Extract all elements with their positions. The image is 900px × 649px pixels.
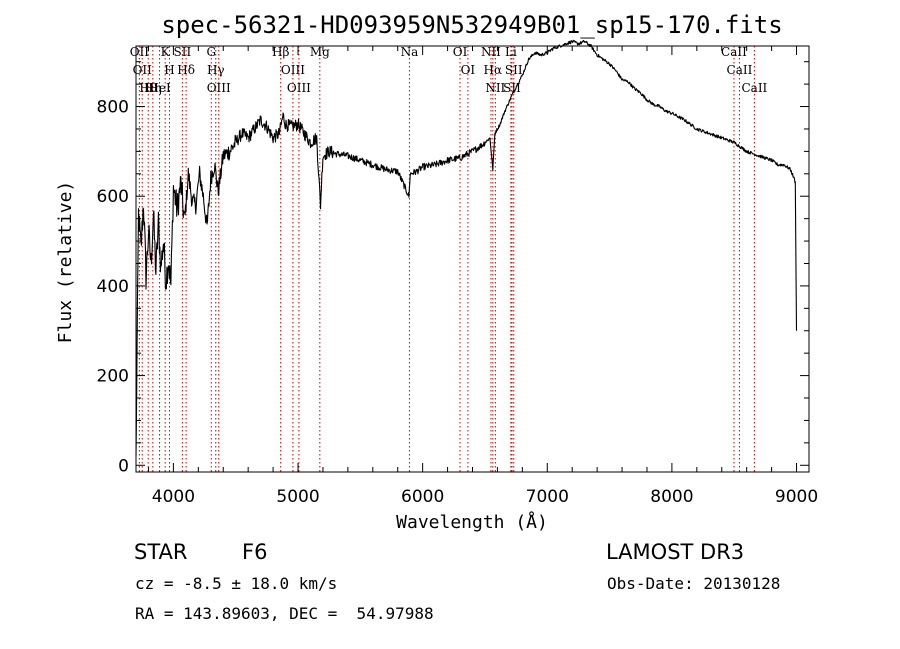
line-label: OI (461, 63, 476, 77)
object-class: STAR (134, 540, 188, 564)
y-tick-label: 400 (97, 277, 129, 297)
spectrum-line (135, 39, 798, 457)
x-axis-label: Wavelength (Å) (396, 511, 548, 533)
line-label: OII (133, 63, 153, 77)
line-label: K (161, 45, 171, 59)
line-label: Na (401, 45, 419, 59)
y-tick-label: 0 (118, 456, 129, 476)
line-label: Li (505, 45, 517, 59)
line-label: Mg (310, 45, 330, 59)
line-label: Hβ (272, 45, 289, 59)
line-label: CaII (721, 45, 747, 59)
y-tick-label: 800 (97, 98, 129, 118)
line-label: G (206, 45, 216, 59)
x-tick-label: 6000 (401, 487, 444, 507)
line-label: HeI (148, 81, 171, 95)
line-label: Hθ (139, 81, 157, 95)
line-label: NII (485, 81, 505, 95)
line-label: OIII (207, 81, 231, 95)
line-label: OIII (281, 63, 305, 77)
y-tick-label: 600 (97, 187, 129, 207)
y-axis-label: Flux (relative) (55, 181, 76, 344)
line-label: SII (174, 45, 192, 59)
line-label: Hγ (207, 63, 225, 77)
y-tick-label: 200 (97, 367, 129, 387)
x-tick-label: 7000 (526, 487, 569, 507)
redshift-text: cz = -8.5 ± 18.0 km/s (135, 574, 338, 593)
axis-ticks: 4000 5000 6000 7000 8000 9000 0 200 400 600 800 (97, 46, 818, 507)
x-tick-label: 9000 (775, 487, 818, 507)
line-label: OI (453, 45, 468, 59)
plot-frame (135, 45, 810, 473)
spectrum-chart: spec-56321-HD093959N532949B01_sp15-170.f… (55, 11, 818, 533)
x-tick-label: 5000 (276, 487, 319, 507)
x-tick-label: 4000 (152, 487, 195, 507)
spectrum-series (135, 39, 798, 457)
line-label: Hα (484, 63, 503, 77)
line-label: OII (130, 45, 150, 59)
object-subclass: F6 (242, 540, 268, 564)
line-label: Hη (144, 81, 162, 95)
line-label: SII (503, 81, 521, 95)
line-label: NII (481, 45, 501, 59)
x-tick-label: 8000 (650, 487, 693, 507)
obs-date-text: Obs-Date: 20130128 (607, 574, 781, 593)
chart-title: spec-56321-HD093959N532949B01_sp15-170.f… (161, 11, 782, 39)
line-label: CaII (741, 81, 767, 95)
line-label: H (164, 63, 174, 77)
line-label: Hδ (177, 63, 195, 77)
line-label: OIII (287, 81, 311, 95)
coordinates-text: RA = 143.89603, DEC = 54.97988 (135, 604, 434, 623)
line-label: SII (505, 63, 523, 77)
survey-name: LAMOST DR3 (606, 540, 745, 564)
line-id-markers (138, 46, 755, 472)
line-label: CaII (727, 63, 753, 77)
